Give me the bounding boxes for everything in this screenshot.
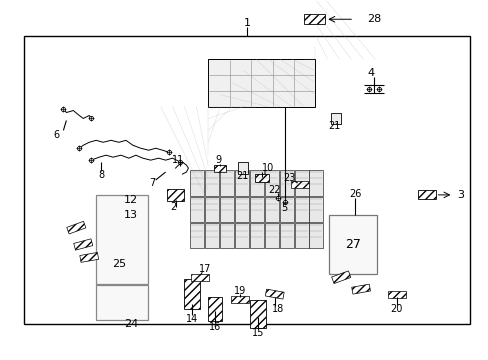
Bar <box>309 170 323 195</box>
Bar <box>351 284 370 294</box>
Bar <box>190 197 204 222</box>
Text: 18: 18 <box>271 304 284 314</box>
Text: 5: 5 <box>281 203 287 213</box>
Text: 27: 27 <box>345 238 360 251</box>
Bar <box>238 162 247 174</box>
Text: 2: 2 <box>170 202 176 212</box>
Bar <box>331 271 350 284</box>
Text: 1: 1 <box>243 18 250 28</box>
Text: 20: 20 <box>390 304 402 314</box>
Bar <box>235 170 248 195</box>
Text: 3: 3 <box>456 190 463 200</box>
Bar <box>264 223 278 248</box>
Bar <box>309 197 323 222</box>
Bar <box>294 170 308 195</box>
Bar <box>328 215 376 274</box>
Bar <box>235 223 248 248</box>
Bar <box>96 285 147 320</box>
Bar <box>290 181 308 188</box>
Text: 22: 22 <box>268 185 281 195</box>
Bar <box>220 197 234 222</box>
Bar <box>205 170 219 195</box>
Text: 19: 19 <box>233 286 245 296</box>
Text: 28: 28 <box>366 14 380 24</box>
Text: 26: 26 <box>348 189 361 199</box>
Bar <box>235 197 248 222</box>
Bar <box>279 223 293 248</box>
Text: 9: 9 <box>215 155 221 165</box>
Bar <box>66 221 86 234</box>
Bar <box>254 174 268 182</box>
Text: 10: 10 <box>261 163 273 173</box>
Text: 4: 4 <box>366 68 374 78</box>
Bar <box>208 59 315 107</box>
Bar <box>249 223 264 248</box>
Text: 6: 6 <box>53 130 60 140</box>
Text: 25: 25 <box>112 259 126 269</box>
Text: 12: 12 <box>123 195 138 205</box>
Bar <box>190 223 204 248</box>
Bar <box>249 300 265 328</box>
Text: 24: 24 <box>123 319 138 329</box>
Bar <box>214 165 225 172</box>
Text: 17: 17 <box>199 264 211 274</box>
Bar <box>80 252 99 262</box>
Bar <box>249 170 264 195</box>
Bar <box>231 296 248 302</box>
Bar <box>220 223 234 248</box>
Bar <box>279 170 293 195</box>
Bar <box>279 197 293 222</box>
Bar <box>205 197 219 222</box>
Bar <box>417 190 435 199</box>
Bar <box>294 197 308 222</box>
Bar <box>303 14 325 24</box>
Bar <box>309 223 323 248</box>
Bar <box>264 197 278 222</box>
Text: 7: 7 <box>149 178 156 188</box>
Bar <box>294 223 308 248</box>
Bar <box>387 291 405 298</box>
Bar <box>264 170 278 195</box>
Text: 23: 23 <box>283 173 295 183</box>
Text: 21: 21 <box>235 171 248 181</box>
Bar <box>24 36 469 324</box>
Bar <box>184 279 200 309</box>
Bar <box>249 197 264 222</box>
Bar <box>208 297 222 321</box>
Text: 13: 13 <box>123 210 138 220</box>
Text: 14: 14 <box>186 314 198 324</box>
Bar <box>331 113 341 125</box>
Text: 16: 16 <box>209 322 221 332</box>
Bar <box>191 274 209 281</box>
Bar <box>205 223 219 248</box>
Bar <box>166 189 184 201</box>
Bar <box>96 195 147 284</box>
Bar <box>265 289 284 299</box>
Bar <box>190 170 204 195</box>
Bar <box>74 239 93 250</box>
Text: 11: 11 <box>172 155 184 165</box>
Text: 15: 15 <box>251 328 264 338</box>
Text: 21: 21 <box>327 121 340 131</box>
Text: 8: 8 <box>98 170 104 180</box>
Bar <box>220 170 234 195</box>
